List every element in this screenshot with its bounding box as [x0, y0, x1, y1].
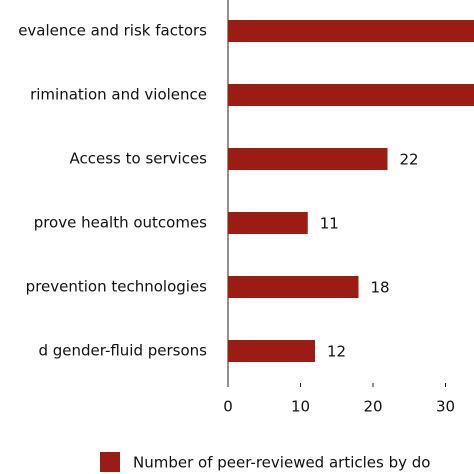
- value-label: 22: [400, 151, 419, 169]
- bar: [228, 84, 474, 106]
- bar: [228, 276, 359, 298]
- bar: [228, 340, 315, 362]
- x-tick-label: 30: [436, 398, 455, 416]
- legend-label: Number of peer-reviewed articles by do: [133, 454, 430, 472]
- bar: [228, 212, 308, 234]
- x-tick-label: 10: [291, 398, 310, 416]
- bar: [228, 20, 474, 42]
- category-label: prevention technologies: [26, 278, 208, 296]
- bar: [228, 148, 388, 170]
- x-tick-label: 0: [223, 398, 233, 416]
- category-label: Access to services: [70, 150, 208, 168]
- value-label: 18: [371, 279, 390, 297]
- x-tick-label: 20: [363, 398, 382, 416]
- value-label: 11: [320, 215, 339, 233]
- legend-swatch: [100, 452, 120, 472]
- category-label: rimination and violence: [30, 86, 207, 104]
- category-label: evalence and risk factors: [18, 22, 207, 40]
- category-label: d gender-fluid persons: [38, 342, 207, 360]
- category-label: prove health outcomes: [34, 214, 207, 232]
- value-label: 12: [327, 343, 346, 361]
